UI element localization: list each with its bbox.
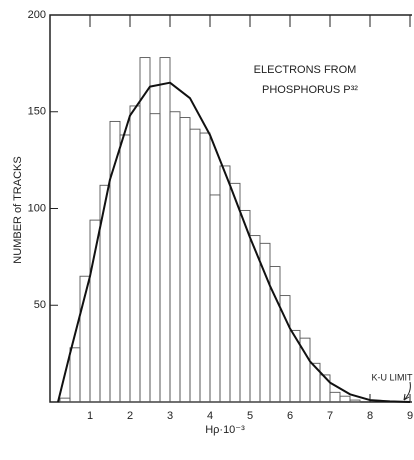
y-tick-label: 50 — [34, 299, 46, 311]
title-line: PHOSPHORUS P³² — [262, 84, 358, 96]
histogram-bar — [349, 399, 361, 403]
histogram-bar — [129, 105, 141, 403]
histogram-bar — [209, 194, 221, 403]
x-tick-label: 3 — [167, 410, 173, 422]
y-axis-label: NUMBER of TRACKS — [12, 156, 24, 263]
title-line: ELECTRONS FROM — [254, 64, 357, 76]
histogram-bar — [169, 111, 181, 403]
x-tick-label: 2 — [127, 410, 133, 422]
x-tick-label: 9 — [407, 410, 413, 422]
arrow-head — [403, 393, 410, 401]
histogram-bar — [229, 182, 241, 403]
histogram-bar — [339, 395, 351, 403]
histogram-bar — [239, 209, 251, 403]
x-axis-label: Hρ·10⁻³ — [205, 424, 245, 436]
histogram-bar — [119, 134, 131, 403]
histogram-bar — [199, 132, 211, 403]
x-tick-label: 1 — [87, 410, 93, 422]
histogram-bar — [179, 117, 191, 403]
y-tick-label: 150 — [28, 106, 46, 118]
x-tick-label: 7 — [327, 410, 333, 422]
y-tick-label: 200 — [28, 9, 46, 21]
histogram-bar — [319, 374, 331, 403]
annotation: K-U LIMIT — [371, 372, 413, 382]
fit-curve — [57, 81, 411, 403]
histogram-bar — [69, 347, 81, 403]
histogram-bar — [219, 165, 231, 403]
histogram-bar — [329, 391, 341, 403]
x-tick-label: 8 — [367, 410, 373, 422]
histogram-bar — [139, 57, 151, 403]
histogram-bar — [159, 57, 171, 403]
x-tick-label: 4 — [207, 410, 213, 422]
y-tick-label: 100 — [28, 202, 46, 214]
x-tick-label: 6 — [287, 410, 293, 422]
histogram-bar — [189, 128, 201, 403]
histogram-bar — [149, 113, 161, 403]
x-tick-label: 5 — [247, 410, 253, 422]
annotation-arrow — [403, 381, 411, 401]
